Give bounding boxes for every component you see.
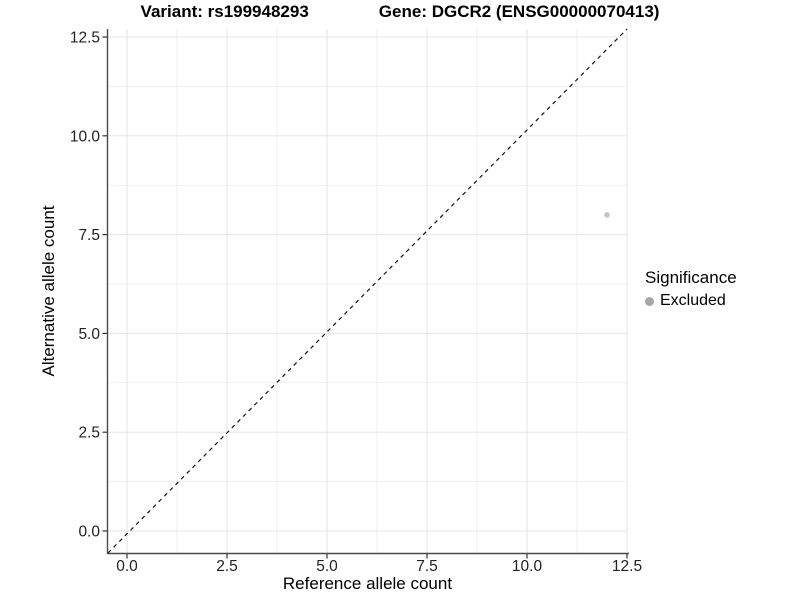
x-tick-label: 2.5 <box>216 558 238 575</box>
legend-item-label: Excluded <box>660 292 726 309</box>
identity-line <box>107 28 628 554</box>
x-tick-label: 10.0 <box>512 558 543 575</box>
title-gene: Gene: DGCR2 (ENSG00000070413) <box>378 2 660 21</box>
y-tick-label: 7.5 <box>78 227 100 244</box>
y-axis-title: Alternative allele count <box>39 205 58 377</box>
y-tick-label: 0.0 <box>78 524 100 541</box>
legend-item-excluded: Excluded <box>645 292 737 310</box>
title-variant: Variant: rs199948293 <box>140 2 309 21</box>
y-tick-label: 5.0 <box>78 326 100 343</box>
plot-title: Variant: rs199948293 Gene: DGCR2 (ENSG00… <box>0 2 800 22</box>
excluded-point-icon <box>645 296 654 306</box>
y-tick-label: 10.0 <box>70 128 101 145</box>
x-tick-label: 5.0 <box>316 558 338 575</box>
y-tick-label: 2.5 <box>78 425 100 442</box>
x-tick-label: 7.5 <box>416 558 438 575</box>
x-axis-title: Reference allele count <box>282 574 453 593</box>
legend-title: Significance <box>645 268 737 287</box>
x-tick-label: 12.5 <box>612 558 642 575</box>
y-tick-label: 12.5 <box>70 30 100 47</box>
x-tick-label: 0.0 <box>116 558 138 575</box>
data-point <box>604 212 610 218</box>
legend: Significance Excluded <box>645 268 737 310</box>
